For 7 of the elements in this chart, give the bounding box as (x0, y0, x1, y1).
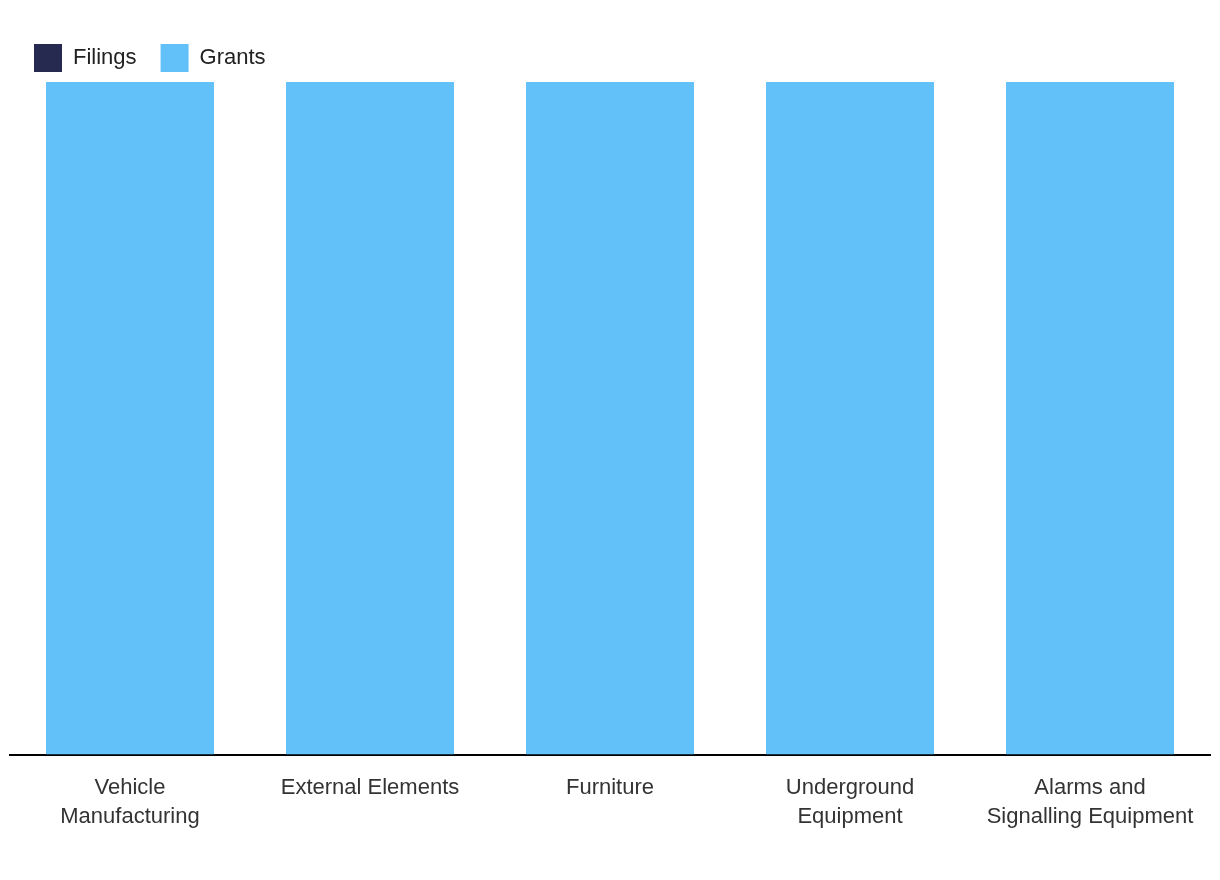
x-tick-label: Vehicle Manufacturing (60, 773, 200, 829)
legend-label: Grants (199, 44, 266, 70)
x-tick-label: Alarms and Signalling Equipment (986, 773, 1194, 829)
legend-label: Filings (73, 44, 137, 70)
x-tick-label: External Elements (280, 773, 460, 799)
x-tick-label: Underground Equipment (785, 773, 915, 829)
x-tick-label: Furniture (565, 773, 655, 799)
